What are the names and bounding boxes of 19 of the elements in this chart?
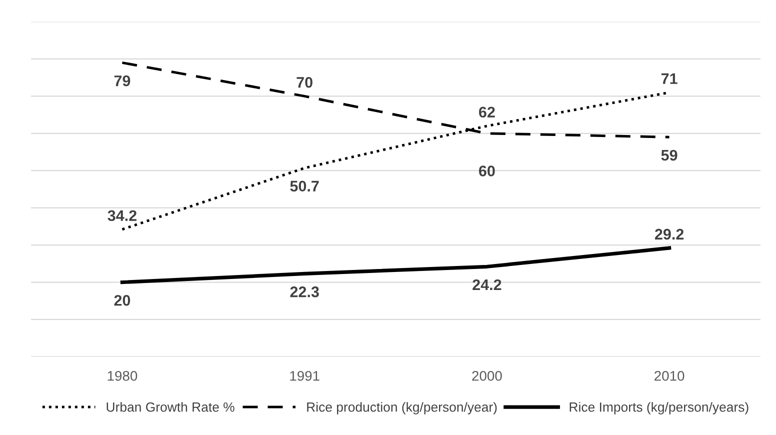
legend-label: Urban Growth Rate % bbox=[106, 402, 234, 412]
data-label: 62 bbox=[479, 106, 495, 118]
data-label: 20 bbox=[114, 294, 130, 306]
data-label: 70 bbox=[296, 76, 312, 88]
legend-label: Rice Imports (kg/person/years) bbox=[570, 402, 748, 414]
x-tick-label: 2000 bbox=[472, 370, 502, 381]
data-label: 71 bbox=[661, 73, 678, 84]
data-label: 22.3 bbox=[290, 286, 319, 298]
data-label: 50.7 bbox=[290, 180, 319, 192]
x-tick-label: 2010 bbox=[654, 370, 684, 381]
data-label: 34.2 bbox=[108, 210, 136, 222]
data-label: 60 bbox=[479, 166, 495, 176]
data-label: 59 bbox=[661, 150, 678, 161]
data-label: 24.2 bbox=[472, 279, 502, 290]
x-tick-label: 1991 bbox=[290, 370, 320, 381]
x-tick-label: 1980 bbox=[108, 370, 138, 381]
legend-label: Rice production (kg/person/year) bbox=[307, 402, 497, 414]
data-label: 79 bbox=[114, 75, 130, 86]
data-label: 29.2 bbox=[654, 228, 684, 240]
